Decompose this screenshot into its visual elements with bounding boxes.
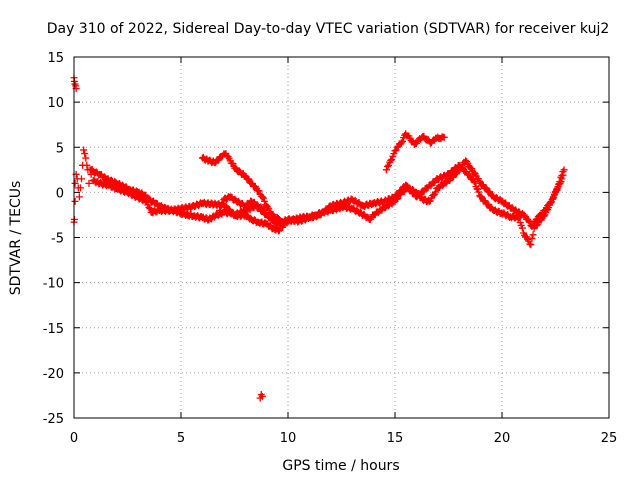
data-point <box>388 156 396 164</box>
data-point <box>514 215 522 223</box>
data-point <box>216 206 224 214</box>
data-point <box>382 166 390 174</box>
data-point <box>387 156 395 164</box>
data-point <box>260 206 268 214</box>
data-point <box>81 150 89 158</box>
data-point <box>71 179 79 187</box>
data-point <box>258 392 266 400</box>
data-point <box>558 175 566 183</box>
data-point <box>83 161 91 169</box>
data-point <box>275 215 283 223</box>
data-point <box>143 197 151 205</box>
data-point <box>484 200 492 208</box>
y-tick-label: 10 <box>47 96 64 111</box>
data-point <box>463 158 471 166</box>
data-point <box>526 240 534 248</box>
chart-title: Day 310 of 2022, Sidereal Day-to-day VTE… <box>47 21 610 37</box>
data-point <box>384 162 392 170</box>
x-tick-label: 0 <box>70 431 78 446</box>
grid-lines <box>74 57 609 418</box>
data-point <box>515 214 523 222</box>
data-point <box>146 205 154 213</box>
data-point <box>471 179 479 187</box>
data-point <box>145 203 153 211</box>
data-point <box>529 231 537 239</box>
data-point <box>470 178 478 186</box>
data-point <box>464 159 472 167</box>
data-point <box>445 170 453 178</box>
data-point <box>71 197 79 205</box>
data-point <box>527 241 535 249</box>
data-point <box>553 186 561 194</box>
y-tick-label: -15 <box>43 322 64 337</box>
data-point <box>391 147 399 155</box>
data-point <box>532 222 540 230</box>
data-point <box>449 173 457 181</box>
y-axis-ticks: -25 -20 -15 -10 -5 0 5 10 15 <box>43 51 609 427</box>
data-point <box>398 137 406 145</box>
x-tick-label: 5 <box>177 431 185 446</box>
data-point <box>475 188 483 196</box>
y-axis-label: SDTVAR / TECUs <box>8 181 24 296</box>
data-point <box>80 146 88 154</box>
data-point <box>525 217 533 225</box>
data-point <box>77 175 85 183</box>
data-point <box>397 139 405 147</box>
y-tick-label: -20 <box>43 367 64 382</box>
data-point <box>259 194 267 202</box>
x-tick-label: 15 <box>387 431 404 446</box>
data-point <box>528 235 536 243</box>
x-tick-label: 25 <box>601 431 618 446</box>
data-point <box>255 187 263 195</box>
data-point <box>440 133 448 141</box>
data-point <box>85 179 93 187</box>
data-point <box>407 186 415 194</box>
data-point <box>260 197 268 205</box>
x-tick-label: 20 <box>494 431 511 446</box>
data-point <box>520 211 528 219</box>
data-points <box>70 74 568 402</box>
data-point <box>432 188 440 196</box>
y-tick-label: 0 <box>56 186 64 201</box>
data-point <box>560 166 568 174</box>
data-point <box>540 212 548 220</box>
y-tick-label: -25 <box>43 412 64 427</box>
data-point <box>219 199 227 207</box>
data-point <box>518 224 526 232</box>
data-point <box>550 191 558 199</box>
data-point <box>76 184 84 192</box>
data-point <box>82 154 90 162</box>
data-point <box>559 171 567 179</box>
data-point <box>385 161 393 169</box>
x-axis-label: GPS time / hours <box>282 458 399 474</box>
y-tick-label: 5 <box>56 141 64 156</box>
data-point <box>75 193 83 201</box>
data-point <box>274 215 282 223</box>
y-tick-label: 15 <box>47 51 64 66</box>
data-point <box>258 193 266 201</box>
data-point <box>545 204 553 212</box>
y-tick-label: -10 <box>43 277 64 292</box>
data-point <box>265 205 273 213</box>
data-point <box>390 194 398 202</box>
x-tick-label: 10 <box>280 431 297 446</box>
y-tick-label: -5 <box>51 232 64 247</box>
data-point <box>552 187 560 195</box>
x-axis-ticks: 0 5 10 15 20 25 <box>70 57 617 446</box>
